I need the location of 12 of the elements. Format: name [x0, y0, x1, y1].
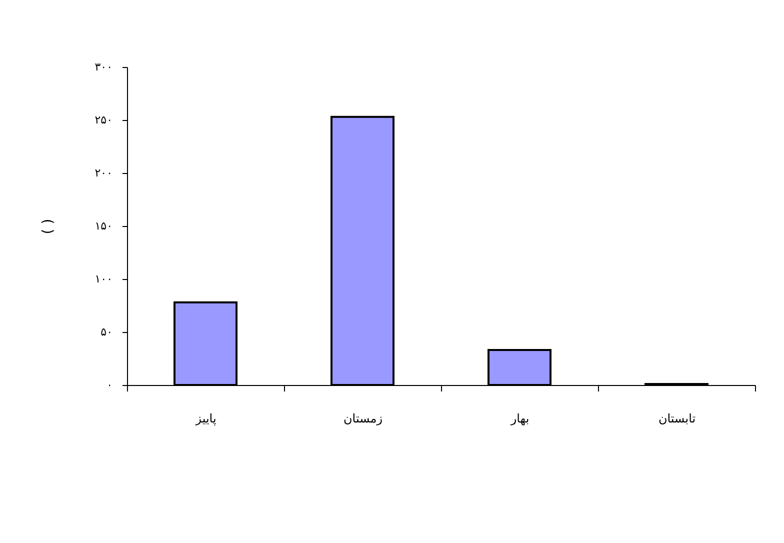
y-tick-label: ۰ [106, 378, 112, 392]
y-tick-label: ۱۰۰ [94, 272, 112, 286]
y-tick-label: ۲۵۰ [94, 114, 112, 126]
x-tick-label: پاییز [194, 412, 216, 426]
y-tick-label: ۱۵۰ [94, 220, 112, 232]
y-tick-label: ۳۰۰ [94, 60, 112, 74]
x-tick-label: بهار [510, 412, 530, 426]
y-tick-label: ۵۰ [100, 326, 112, 338]
x-tick-label: تابستان [658, 412, 696, 426]
y-tick-label: ۲۰۰ [94, 166, 112, 180]
y-axis-title: ( ) [40, 218, 56, 234]
x-tick-label: زمستان [343, 412, 383, 426]
